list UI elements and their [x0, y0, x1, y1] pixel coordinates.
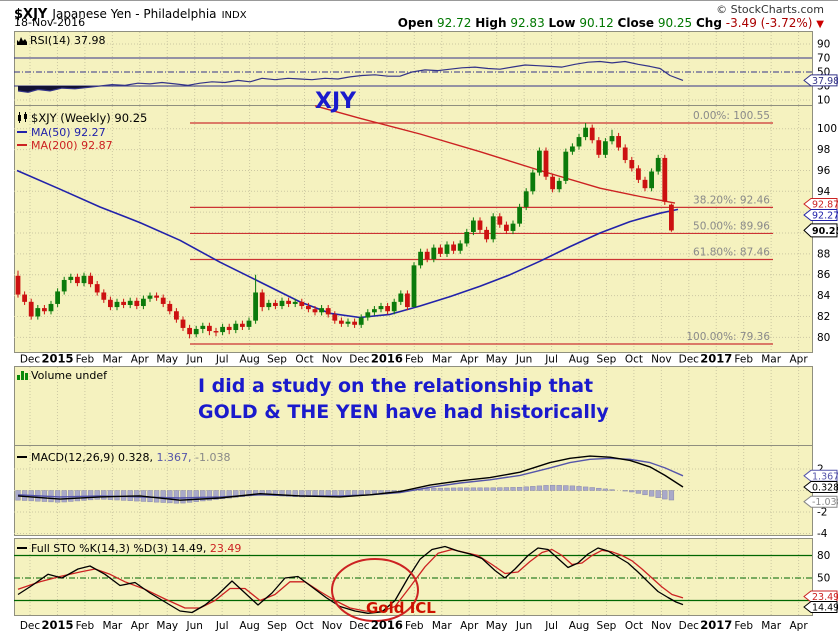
svg-text:-2: -2 — [817, 507, 827, 519]
svg-text:92.27: 92.27 — [812, 211, 838, 222]
main-legend-label: $XJY (Weekly) 90.25 — [31, 111, 147, 125]
quote-line: Open 92.72 High 92.83 Low 90.12 Close 90… — [398, 16, 824, 30]
xjy-annotation: XJY — [315, 89, 356, 114]
ma200-legend-label: MA(200) 92.87 — [31, 139, 113, 152]
svg-text:10: 10 — [817, 95, 830, 107]
svg-text:0.328: 0.328 — [812, 483, 838, 494]
rsi-panel — [14, 31, 813, 106]
macd-legend-swatch — [17, 456, 27, 458]
low-value: 90.12 — [579, 16, 613, 30]
chart-header-row2: 18-Nov-2016 Open 92.72 High 92.83 Low 90… — [14, 16, 824, 30]
svg-text:82: 82 — [817, 311, 830, 323]
high-value: 92.83 — [510, 16, 544, 30]
date-axis-upper — [14, 353, 813, 366]
svg-text:80: 80 — [817, 332, 830, 344]
ma200-legend-swatch — [17, 144, 27, 146]
study-annotation-line1: I did a study on the relationship that — [198, 373, 609, 399]
svg-text:14.49: 14.49 — [812, 603, 838, 614]
main-legend-symbol: $XJY (Weekly) 90.25 — [17, 111, 147, 125]
svg-text:2: 2 — [817, 464, 824, 476]
svg-text:20: 20 — [817, 595, 830, 607]
ma50-legend-label: MA(50) 92.27 — [31, 126, 106, 139]
svg-text:94: 94 — [817, 186, 831, 198]
svg-text:50: 50 — [817, 573, 830, 585]
chg-down-arrow-icon: ▼ — [816, 19, 824, 30]
ma200-legend: MA(200) 92.87 — [17, 139, 113, 152]
open-value: 92.72 — [437, 16, 471, 30]
high-label: High — [475, 16, 506, 30]
ma50-legend: MA(50) 92.27 — [17, 126, 106, 139]
svg-text:-1.038: -1.038 — [812, 497, 838, 508]
svg-text:30: 30 — [817, 81, 830, 93]
sto-legend-d: 23.49 — [210, 542, 242, 555]
macd-legend-main: MACD(12,26,9) 0.328, — [31, 451, 153, 464]
study-annotation-line2: GOLD & THE YEN have had historically — [198, 399, 609, 425]
svg-text:86: 86 — [817, 269, 831, 281]
svg-text:98: 98 — [817, 144, 830, 156]
svg-text:37.98: 37.98 — [812, 76, 838, 87]
rsi-legend: RSI(14) 37.98 — [17, 34, 105, 47]
svg-text:96: 96 — [817, 165, 831, 177]
sto-legend: Full STO %K(14,3) %D(3) 14.49, 23.49 — [17, 542, 241, 555]
volume-legend-icon — [17, 370, 28, 380]
volume-legend: Volume undef — [17, 369, 107, 382]
svg-text:50: 50 — [817, 67, 830, 79]
ma50-legend-swatch — [17, 131, 27, 133]
svg-text:100: 100 — [817, 123, 837, 135]
gold-icl-annotation: Gold ICL — [366, 599, 436, 617]
svg-text:90: 90 — [817, 39, 830, 51]
close-label: Close — [618, 16, 654, 30]
volume-legend-label: Volume undef — [31, 369, 107, 382]
svg-text:1.367: 1.367 — [812, 471, 838, 482]
candlestick-legend-icon — [17, 112, 28, 123]
svg-text:84: 84 — [817, 290, 831, 302]
date-axis-lower — [14, 616, 813, 636]
chg-value: -3.49 (-3.72%) — [726, 16, 813, 30]
chart-date: 18-Nov-2016 — [14, 16, 85, 30]
sto-legend-swatch — [17, 547, 27, 549]
svg-text:70: 70 — [817, 53, 830, 65]
chg-label: Chg — [696, 16, 722, 30]
svg-text:23.49: 23.49 — [812, 592, 838, 603]
price-panel — [14, 105, 813, 353]
svg-text:90.25: 90.25 — [812, 226, 838, 237]
svg-text:-4: -4 — [817, 528, 828, 540]
svg-text:92.87: 92.87 — [812, 200, 838, 211]
macd-legend-signal: 1.367, — [157, 451, 192, 464]
close-value: 90.25 — [658, 16, 692, 30]
rsi-legend-icon — [17, 36, 27, 45]
open-label: Open — [398, 16, 433, 30]
svg-text:88: 88 — [817, 248, 830, 260]
svg-text:80: 80 — [817, 550, 830, 562]
sto-legend-main: Full STO %K(14,3) %D(3) 14.49, — [31, 542, 206, 555]
macd-legend: MACD(12,26,9) 0.328, 1.367, -1.038 — [17, 451, 231, 464]
macd-legend-hist: -1.038 — [195, 451, 230, 464]
rsi-legend-label: RSI(14) 37.98 — [30, 34, 105, 47]
study-annotation: I did a study on the relationship that G… — [198, 373, 609, 425]
low-label: Low — [549, 16, 576, 30]
svg-text:90: 90 — [817, 228, 830, 240]
axis-labels: 100 98 96 94 92 90 88 86 84 82 80 90 70 50 30 10 2 -2 -4 80… — [817, 39, 837, 608]
svg-text:92: 92 — [817, 207, 830, 219]
